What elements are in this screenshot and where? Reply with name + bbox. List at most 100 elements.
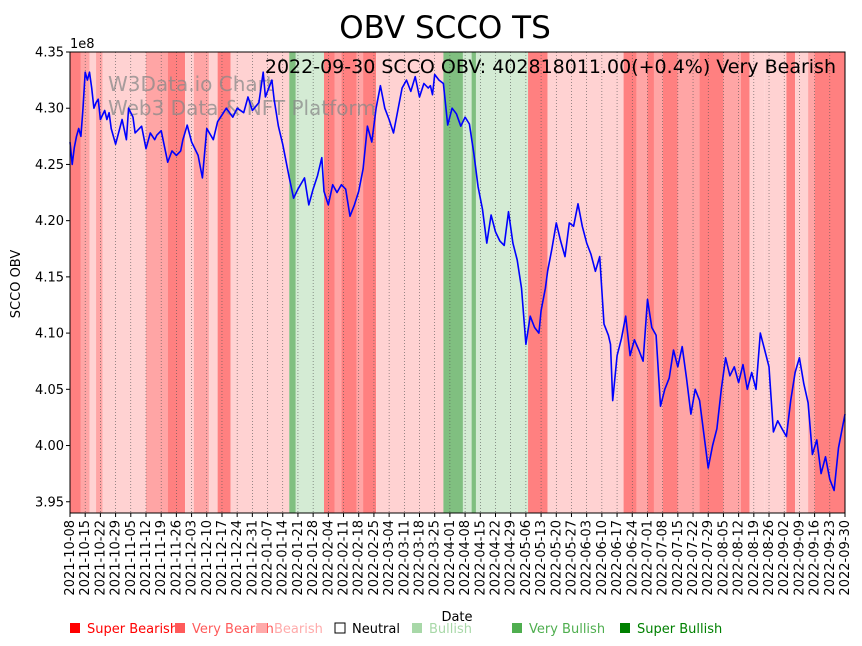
x-tick-label: 2022-02-11 — [337, 520, 352, 596]
x-tick-label: 2022-09-02 — [777, 520, 792, 596]
x-tick-label: 2022-01-07 — [261, 520, 276, 596]
y-tick-label: 4.10 — [35, 327, 64, 342]
x-tick-label: 2022-02-18 — [352, 520, 367, 596]
x-tick-label: 2022-06-24 — [625, 520, 640, 596]
band-very_bearish — [528, 52, 548, 513]
x-tick-label: 2022-06-03 — [580, 520, 595, 596]
x-tick-label: 2022-05-20 — [549, 520, 564, 596]
series-layer — [69, 71, 846, 492]
obv-series-line — [69, 71, 846, 492]
legend-label: Super Bearish — [87, 622, 178, 637]
x-tick-label: 2022-05-13 — [534, 520, 549, 596]
x-tick-label: 2022-03-25 — [428, 520, 443, 596]
legend-label: Bullish — [429, 622, 472, 637]
x-tick-label: 2022-07-22 — [686, 520, 701, 596]
watermark-line-1: W3Data.io Chart — [108, 72, 274, 96]
y-tick-label: 3.95 — [35, 495, 64, 510]
band-light_bearish — [547, 52, 624, 513]
y-axis: 3.95 4.00 4.05 4.10 4.15 4.20 4.25 4.30 4.35 — [35, 46, 70, 510]
band-very_bearish — [363, 52, 377, 513]
band-very_bearish — [70, 52, 81, 513]
x-tick-label: 2022-01-21 — [291, 520, 306, 596]
band-very_bearish — [167, 52, 186, 513]
x-tick-label: 2022-07-08 — [656, 520, 671, 596]
band-light_bearish — [102, 52, 146, 513]
band-light_bearish — [749, 52, 765, 513]
band-bearish — [145, 52, 168, 513]
band-bullish — [462, 52, 472, 513]
x-tick-label: 2022-02-25 — [367, 520, 382, 596]
band-bearish — [193, 52, 209, 513]
band-bearish — [636, 52, 648, 513]
band-bearish — [677, 52, 700, 513]
x-tick-label: 2022-03-18 — [413, 520, 428, 596]
x-tick-label: 2022-02-04 — [321, 520, 336, 596]
y-tick-label: 4.30 — [35, 102, 64, 117]
band-bearish — [653, 52, 663, 513]
band-bearish — [723, 52, 741, 513]
x-tick-label: 2022-04-01 — [443, 520, 458, 596]
x-axis-label: Date — [441, 610, 472, 625]
chart-title: OBV SCCO TS — [339, 10, 551, 46]
legend-swatch — [175, 623, 185, 633]
y-tick-label: 4.05 — [35, 383, 64, 398]
watermark-line-2: Web3 Data & NFT Platform — [108, 96, 376, 120]
band-light_bearish — [185, 52, 194, 513]
x-tick-label: 2022-07-29 — [701, 520, 716, 596]
x-tick-label: 2021-12-17 — [215, 520, 230, 596]
x-tick-label: 2022-08-12 — [732, 520, 747, 596]
band-very_bullish — [289, 52, 296, 513]
x-tick-label: 2021-12-31 — [245, 520, 260, 596]
band-light_bearish — [89, 52, 97, 513]
legend-swatch — [70, 623, 80, 633]
band-bullish — [475, 52, 529, 513]
x-tick-label: 2022-05-27 — [564, 520, 579, 596]
band-light_bearish — [230, 52, 290, 513]
band-bearish — [808, 52, 815, 513]
band-very_bearish — [623, 52, 637, 513]
x-tick-label: 2022-01-28 — [306, 520, 321, 596]
x-tick-label: 2021-11-12 — [139, 520, 154, 596]
legend-swatch — [512, 623, 522, 633]
band-light_bearish — [795, 52, 809, 513]
band-very_bearish — [323, 52, 335, 513]
band-very_bearish — [341, 52, 357, 513]
x-tick-label: 2021-10-08 — [63, 520, 78, 596]
plot-frame — [69, 51, 846, 514]
band-very_bearish — [217, 52, 231, 513]
x-tick-label: 2022-09-23 — [823, 520, 838, 596]
x-tick-label: 2021-10-15 — [78, 520, 93, 596]
x-tick-label: 2022-03-04 — [382, 520, 397, 596]
legend-label: Neutral — [352, 622, 400, 637]
x-tick-label: 2022-04-15 — [473, 520, 488, 596]
latest-value-annotation: 2022-09-30 SCCO OBV: 402818011.00(+0.4%)… — [265, 56, 836, 78]
band-light_bearish — [376, 52, 444, 513]
x-tick-label: 2022-05-06 — [519, 520, 534, 596]
x-tick-label: 2022-07-15 — [671, 520, 686, 596]
band-bearish — [334, 52, 342, 513]
x-tick-label: 2021-12-10 — [200, 520, 215, 596]
band-bearish — [80, 52, 90, 513]
legend-label: Very Bearish — [192, 622, 274, 637]
x-tick-label: 2021-12-03 — [185, 520, 200, 596]
legend-label: Super Bullish — [637, 622, 722, 637]
x-tick-label: 2022-07-01 — [640, 520, 655, 596]
x-tick-label: 2022-03-11 — [397, 520, 412, 596]
legend-swatch — [412, 623, 422, 633]
legend-swatch — [334, 622, 346, 634]
x-tick-label: 2022-08-19 — [747, 520, 762, 596]
band-very_bearish — [740, 52, 750, 513]
x-tick-label: 2021-11-26 — [169, 520, 184, 596]
y-tick-label: 4.00 — [35, 439, 64, 454]
band-very_bearish — [786, 52, 796, 513]
x-tick-label: 2022-06-17 — [610, 520, 625, 596]
x-tick-label: 2021-10-22 — [93, 520, 108, 596]
y-tick-label: 4.35 — [35, 46, 64, 61]
legend-label: Very Bullish — [529, 622, 605, 637]
x-tick-label: 2022-08-26 — [762, 520, 777, 596]
x-tick-label: 2021-10-29 — [109, 520, 124, 596]
y-axis-label: SCCO OBV — [9, 250, 24, 319]
x-tick-label: 2022-01-14 — [276, 520, 291, 596]
legend: Super Bearish Very Bearish Bearish Neutral B… — [70, 622, 722, 637]
